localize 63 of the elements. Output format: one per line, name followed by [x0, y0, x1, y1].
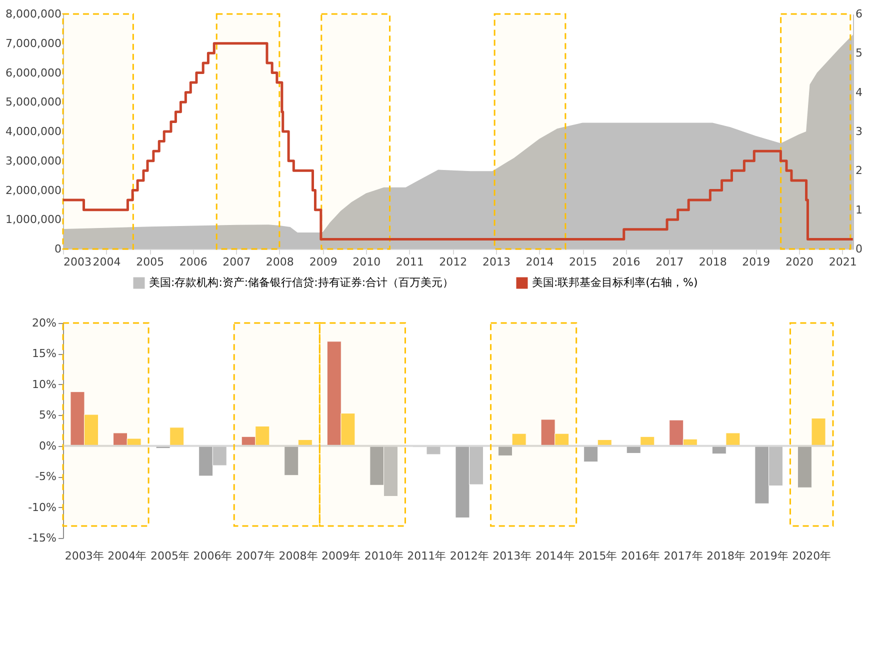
y-tick-label: 4,000,000 [6, 125, 62, 138]
x-tick-label: 2007年 [236, 550, 275, 562]
x-tick-label: 2013年 [492, 550, 532, 562]
y-tick-label: 7,000,000 [6, 36, 62, 50]
y-tick-label: 10% [32, 378, 56, 391]
x-tick-label: 2017 [656, 256, 684, 268]
x-tick-label: 2009 [309, 256, 338, 268]
x-tick-label: 2021 [828, 256, 857, 268]
x-tick-label: 2016 [612, 256, 640, 268]
x-tick-label: 2013 [482, 256, 510, 268]
y-tick-label: 5% [39, 408, 56, 422]
x-tick-label: 2005 [136, 256, 164, 268]
x-tick-label: 2004年 [108, 550, 147, 562]
x-tick-label: 2004 [92, 256, 121, 268]
x-tick-label: 2017年 [664, 550, 703, 562]
x-tick-label: 2015 [569, 256, 598, 268]
legend-label: 美国:联邦基金目标利率(右轴，%) [532, 276, 698, 289]
y-tick-label: 8,000,000 [6, 8, 62, 20]
y-tick-label: 15% [32, 347, 56, 360]
x-tick-label: 2005年 [150, 550, 190, 562]
x-tick-label: 2006 [179, 256, 208, 268]
x-tick-label: 2014 [526, 256, 554, 268]
x-tick-label: 2006年 [193, 550, 232, 562]
y2-tick-label: 0 [856, 242, 862, 256]
x-tick-label: 2019年 [749, 550, 788, 562]
x-tick-label: 2010 [352, 256, 381, 268]
x-tick-label: 2008 [266, 256, 294, 268]
y-tick-label: 0 [54, 242, 62, 256]
y2-tick-label: 2 [856, 164, 862, 178]
x-tick-label: 2008年 [278, 550, 318, 562]
y-tick-label: 20% [32, 316, 56, 330]
y2-tick-label: 6 [856, 8, 862, 20]
x-tick-label: 2014年 [535, 550, 574, 562]
x-tick-label: 2019 [742, 256, 770, 268]
legend-label: 美国:存款机构:资产:储备银行信贷:持有证券:合计（百万美元） [149, 276, 454, 289]
y2-tick-label: 4 [856, 86, 862, 99]
x-tick-label: 2020 [785, 256, 814, 268]
y-tick-label: 0% [39, 439, 56, 452]
x-tick-label: 2016年 [621, 550, 660, 562]
y-tick-label: 5,000,000 [6, 96, 62, 109]
x-tick-label: 2018 [698, 256, 727, 268]
x-tick-label: 2012年 [450, 550, 489, 562]
y-tick-label: -5% [35, 470, 56, 484]
y2-tick-label: 1 [856, 203, 862, 216]
x-tick-label: 2012 [439, 256, 468, 268]
y-tick-label: -10% [28, 500, 56, 514]
y-tick-label: 2,000,000 [6, 184, 62, 197]
x-tick-label: 2009年 [322, 550, 361, 562]
y-tick-label: 6,000,000 [6, 66, 62, 80]
y-tick-label: -15% [28, 532, 56, 544]
y2-tick-label: 3 [856, 125, 862, 138]
x-tick-label: 2003年 [64, 550, 104, 562]
y-tick-label: 1,000,000 [6, 213, 62, 226]
x-tick-label: 2007 [222, 256, 251, 268]
x-tick-label: 2011 [396, 256, 424, 268]
x-tick-label: 2010年 [364, 550, 404, 562]
x-tick-label: 2018年 [706, 550, 746, 562]
x-tick-label: 2003 [64, 256, 92, 268]
x-tick-label: 2011年 [407, 550, 446, 562]
y2-tick-label: 5 [856, 46, 862, 60]
y-tick-label: 3,000,000 [6, 154, 62, 168]
x-tick-label: 2020年 [792, 550, 832, 562]
x-tick-label: 2015年 [578, 550, 618, 562]
